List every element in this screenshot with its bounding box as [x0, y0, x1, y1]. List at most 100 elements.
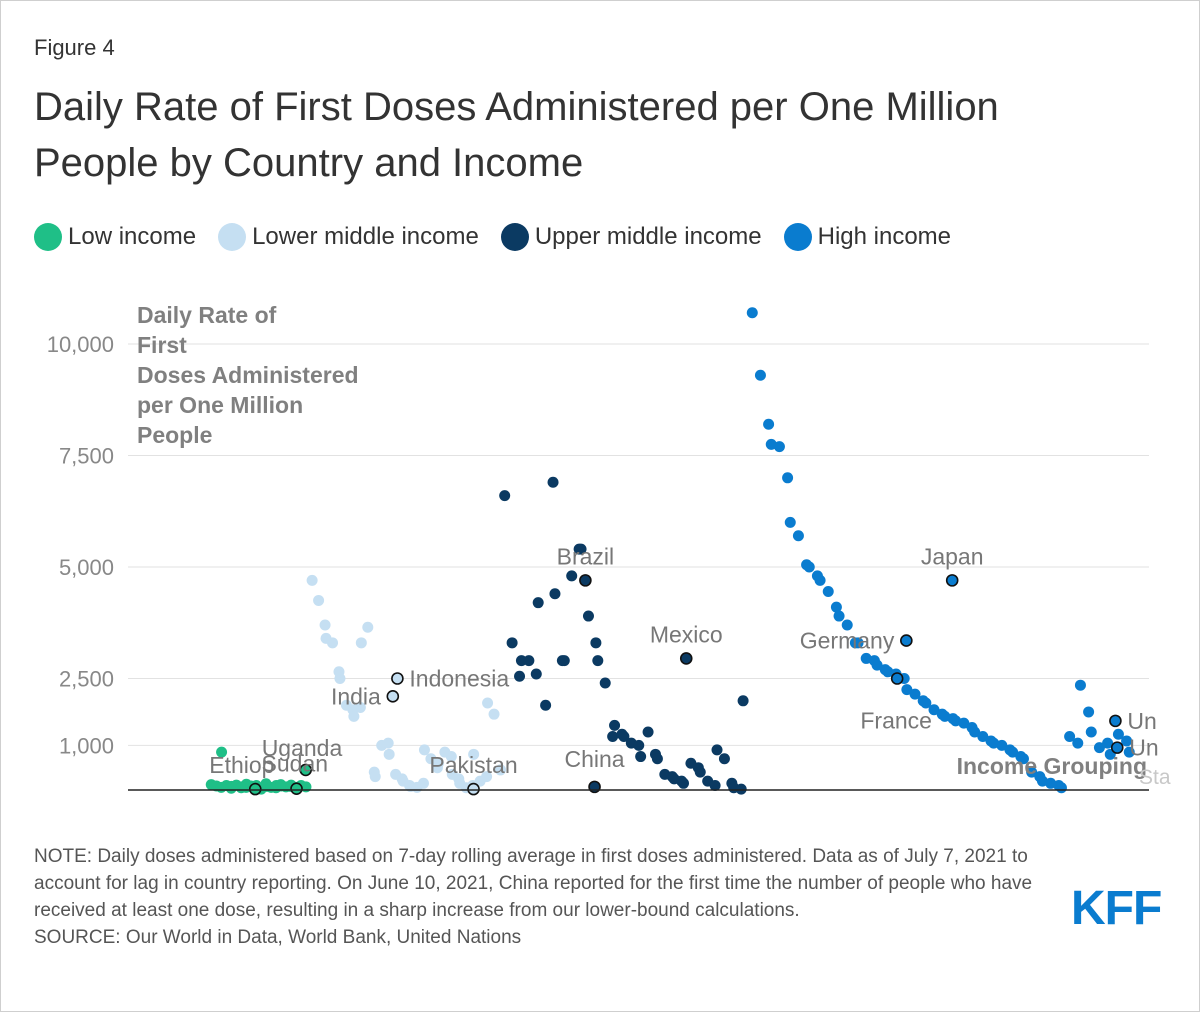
- source-text: SOURCE: Our World in Data, World Bank, U…: [34, 927, 522, 948]
- point-upper-middle-income: [566, 570, 578, 582]
- point-high-income: [996, 739, 1008, 751]
- point-upper-middle-income: [523, 655, 535, 667]
- legend-label-low-income: Low income: [68, 223, 197, 250]
- point-high-income: [822, 586, 834, 598]
- y-axis-title-line: per One Million: [137, 392, 303, 418]
- point-high-income: [1112, 728, 1124, 740]
- kff-logo: KFF: [1071, 882, 1162, 935]
- point-label-mexico: Mexico: [650, 621, 723, 647]
- point-high-income: [814, 574, 826, 586]
- y-axis-title-line: Doses Administered: [137, 362, 359, 388]
- point-high-income: [1093, 742, 1105, 754]
- point-upper-middle-income: [642, 726, 654, 738]
- point-high-income: [746, 307, 758, 319]
- point-lower-middle-income: [354, 701, 366, 713]
- point-high-income: [958, 717, 970, 729]
- point-high-income: [1064, 730, 1076, 742]
- highlight-point-france: [890, 672, 904, 685]
- legend-item-lower-middle-income[interactable]: Lower middle income: [218, 223, 479, 251]
- point-upper-middle-income: [678, 777, 690, 789]
- point-upper-middle-income: [651, 753, 663, 765]
- point-high-income: [928, 704, 940, 716]
- figure-label: Figure 4: [34, 35, 115, 60]
- point-lower-middle-income: [432, 757, 444, 769]
- point-lower-middle-income: [348, 710, 360, 722]
- point-label-germany: Germany: [800, 628, 895, 654]
- point-upper-middle-income: [618, 730, 630, 742]
- y-tick-label: 1,000: [59, 733, 114, 758]
- legend-swatch-high-income: [783, 223, 812, 251]
- point-high-income: [763, 418, 775, 430]
- point-label-india: India: [331, 683, 381, 709]
- legend-swatch-low-income: [34, 223, 62, 251]
- point-upper-middle-income: [547, 476, 559, 488]
- legend-item-high-income[interactable]: High income: [783, 223, 952, 251]
- note-block: NOTE: Daily doses administered based on …: [34, 843, 1044, 951]
- legend-label-lower-middle-income: Lower middle income: [252, 223, 479, 250]
- point-lower-middle-income: [382, 737, 394, 749]
- point-low-income: [216, 746, 228, 758]
- y-axis-title-line: People: [137, 422, 212, 448]
- point-label-france: France: [860, 708, 932, 734]
- point-high-income: [1072, 737, 1084, 749]
- point-lower-middle-income: [334, 673, 346, 684]
- point-lower-middle-income: [327, 637, 339, 649]
- legend-item-low-income[interactable]: Low income: [34, 223, 196, 251]
- highlight-point-indonesia: [391, 672, 404, 685]
- point-upper-middle-income: [609, 719, 621, 731]
- clipped-label: Sta: [1139, 766, 1171, 789]
- highlight-point-japan: [945, 574, 959, 587]
- point-high-income: [1121, 735, 1133, 747]
- point-upper-middle-income: [540, 699, 552, 711]
- y-tick-label: 10,000: [47, 332, 114, 357]
- legend-label-upper-middle-income: Upper middle income: [534, 223, 762, 250]
- y-tick-label: 2,500: [59, 667, 114, 692]
- chart-title: Daily Rate of First Doses Administered p…: [34, 85, 999, 185]
- point-lower-middle-income: [313, 594, 325, 606]
- point-high-income: [1017, 753, 1029, 765]
- point-lower-middle-income: [418, 744, 430, 756]
- highlight-point-united-kingdom: [1109, 714, 1122, 728]
- point-label-japan: Japan: [921, 543, 984, 569]
- point-label-uganda: Uganda: [262, 735, 343, 761]
- highlight-point-india: [386, 690, 400, 703]
- highlight-point-sudan: [290, 782, 303, 795]
- y-axis-title: Daily Rate of First Doses Administered per …: [137, 302, 359, 448]
- point-upper-middle-income: [607, 730, 619, 742]
- point-upper-middle-income: [506, 637, 518, 649]
- legend-item-upper-middle-income[interactable]: Upper middle income: [500, 223, 762, 251]
- point-lower-middle-income: [488, 708, 500, 720]
- point-lower-middle-income: [369, 771, 381, 783]
- point-high-income: [901, 684, 913, 696]
- legend-label-high-income: High income: [817, 223, 952, 250]
- point-upper-middle-income: [582, 610, 594, 622]
- y-tick-label: 7,500: [59, 444, 114, 469]
- point-high-income: [871, 659, 883, 671]
- highlight-point-pakistan: [467, 782, 480, 796]
- point-upper-middle-income: [558, 655, 570, 667]
- point-upper-middle-income: [711, 744, 723, 756]
- point-upper-middle-income: [499, 490, 511, 502]
- point-high-income: [969, 726, 981, 738]
- highlight-point-mexico: [679, 652, 693, 665]
- point-label-sudan: Sudan: [262, 751, 329, 777]
- point-lower-middle-income: [362, 621, 374, 633]
- point-upper-middle-income: [549, 588, 561, 600]
- point-high-income: [1083, 706, 1095, 718]
- note-text: NOTE: Daily doses administered based on …: [34, 846, 1033, 921]
- highlight-point-united-states: [1110, 741, 1124, 754]
- point-upper-middle-income: [575, 543, 587, 555]
- point-upper-middle-income: [514, 670, 526, 682]
- point-lower-middle-income: [319, 619, 331, 631]
- highlight-point-ethiopia: [248, 782, 262, 796]
- y-axis-ticks: 1,000 2,500 5,000 7,500 10,000: [47, 332, 114, 758]
- point-high-income: [852, 637, 864, 649]
- point-upper-middle-income: [590, 637, 602, 649]
- point-upper-middle-income: [532, 597, 544, 609]
- highlight-point-brazil: [579, 574, 592, 587]
- point-upper-middle-income: [694, 766, 706, 778]
- point-high-income: [1074, 679, 1086, 691]
